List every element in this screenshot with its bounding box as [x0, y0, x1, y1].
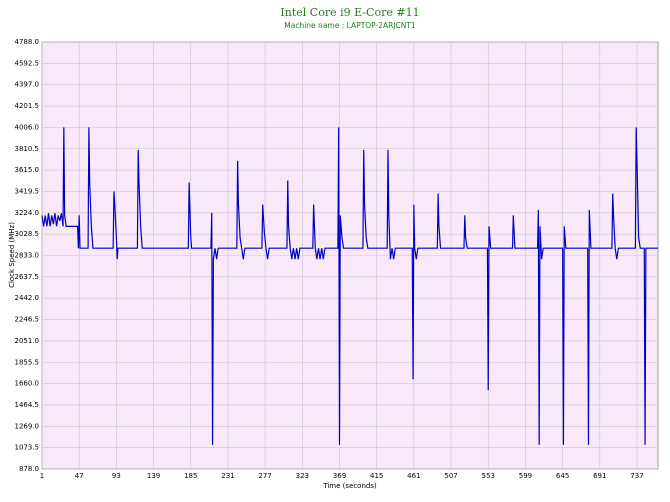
y-tick-label: 1073.5 [15, 444, 40, 452]
y-axis-label: Clock Speed (MHz) [8, 222, 16, 288]
y-tick-label: 1464.5 [15, 401, 40, 409]
x-tick-label: 645 [556, 472, 569, 480]
x-tick-label: 507 [444, 472, 457, 480]
y-tick-label: 1855.5 [15, 358, 40, 366]
y-tick-label: 4592.5 [15, 59, 40, 67]
y-tick-label: 3810.5 [15, 145, 40, 153]
x-tick-label: 139 [147, 472, 160, 480]
y-tick-label: 1269.0 [15, 422, 40, 430]
x-tick-label: 93 [112, 472, 121, 480]
y-tick-label: 1660.0 [15, 380, 40, 388]
y-tick-label: 3615.0 [15, 166, 40, 174]
y-tick-label: 2637.5 [15, 273, 40, 281]
chart-subtitle: Machine name : LAPTOP-2ARJCNT1 [284, 21, 416, 30]
line-series [41, 127, 658, 445]
x-tick-label: 231 [221, 472, 234, 480]
y-tick-label: 3419.5 [15, 187, 40, 195]
x-tick-label: 553 [482, 472, 495, 480]
x-tick-label: 737 [630, 472, 643, 480]
x-tick-label: 47 [75, 472, 84, 480]
y-tick-label: 3224.0 [15, 209, 40, 217]
y-tick-label: 2833.0 [15, 252, 40, 260]
y-tick-label: 2246.5 [15, 316, 40, 324]
y-tick-label: 878.0 [19, 465, 39, 473]
x-tick-label: 599 [519, 472, 532, 480]
x-tick-label: 1 [40, 472, 44, 480]
x-tick-label: 369 [333, 472, 346, 480]
x-tick-label: 185 [184, 472, 197, 480]
y-tick-label: 4006.0 [15, 123, 40, 131]
y-tick-label: 3028.5 [15, 230, 40, 238]
y-tick-label: 4788.0 [15, 38, 40, 46]
chart-title: Intel Core i9 E-Core #11 [280, 6, 419, 19]
y-tick-label: 2051.0 [15, 337, 40, 345]
y-tick-label: 2442.0 [15, 294, 40, 302]
y-tick-label: 4201.5 [15, 102, 40, 110]
x-tick-label: 691 [593, 472, 606, 480]
x-tick-label: 415 [370, 472, 383, 480]
y-tick-label: 4397.0 [15, 81, 40, 89]
x-tick-label: 277 [258, 472, 271, 480]
x-tick-label: 461 [407, 472, 420, 480]
x-tick-label: 323 [296, 472, 309, 480]
x-axis-label: Time (seconds) [322, 482, 377, 490]
